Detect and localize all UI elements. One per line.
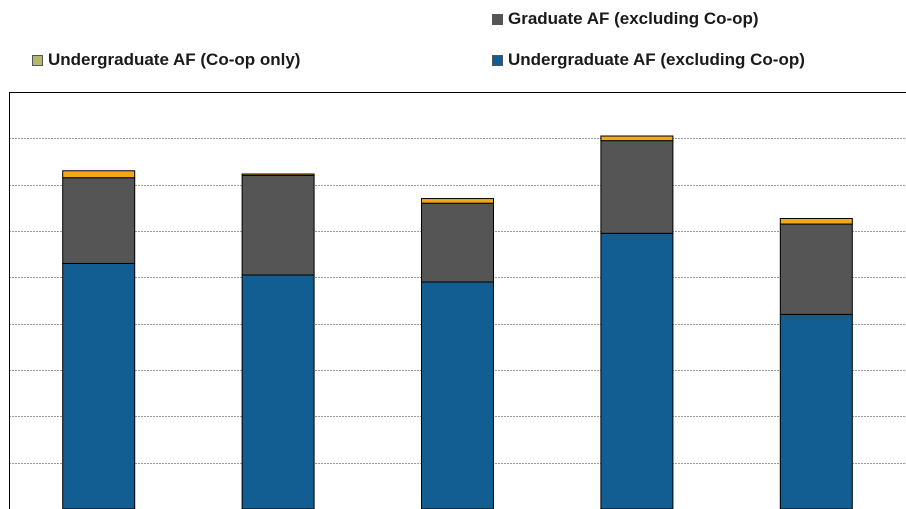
legend-swatch-graduate bbox=[492, 13, 503, 25]
bar-segment-graduate bbox=[600, 140, 674, 234]
legend-swatch-ug-excl bbox=[492, 54, 503, 66]
legend-item-ug-coop: Undergraduate AF (Co-op only) bbox=[32, 50, 300, 70]
bar-segment-ug-excl bbox=[241, 274, 315, 509]
bar-segment-ug-coop bbox=[62, 170, 136, 179]
legend-label-graduate: Graduate AF (excluding Co-op) bbox=[508, 9, 759, 28]
bar-segment-graduate bbox=[421, 202, 494, 283]
legend-label-ug-coop: Undergraduate AF (Co-op only) bbox=[48, 50, 301, 69]
bar-segment-graduate bbox=[62, 177, 136, 264]
bar-segment-ug-excl bbox=[600, 232, 674, 509]
legend-item-ug-excl: Undergraduate AF (excluding Co-op) bbox=[492, 50, 805, 70]
legend-swatch-ug-coop bbox=[32, 54, 43, 66]
bar-segment-graduate bbox=[241, 174, 315, 276]
legend-item-graduate: Graduate AF (excluding Co-op) bbox=[492, 9, 759, 29]
bar-segment-graduate bbox=[779, 223, 853, 315]
bar-segment-ug-coop bbox=[779, 217, 853, 225]
bar-segment-ug-excl bbox=[62, 262, 136, 509]
bar-segment-ug-excl bbox=[779, 313, 853, 509]
legend-label-ug-excl: Undergraduate AF (excluding Co-op) bbox=[508, 50, 805, 69]
bar-segment-ug-coop bbox=[421, 198, 494, 204]
bar-segment-ug-excl bbox=[421, 281, 494, 509]
bar-segment-ug-coop bbox=[600, 135, 674, 142]
bar-segment-ug-coop bbox=[241, 173, 315, 176]
